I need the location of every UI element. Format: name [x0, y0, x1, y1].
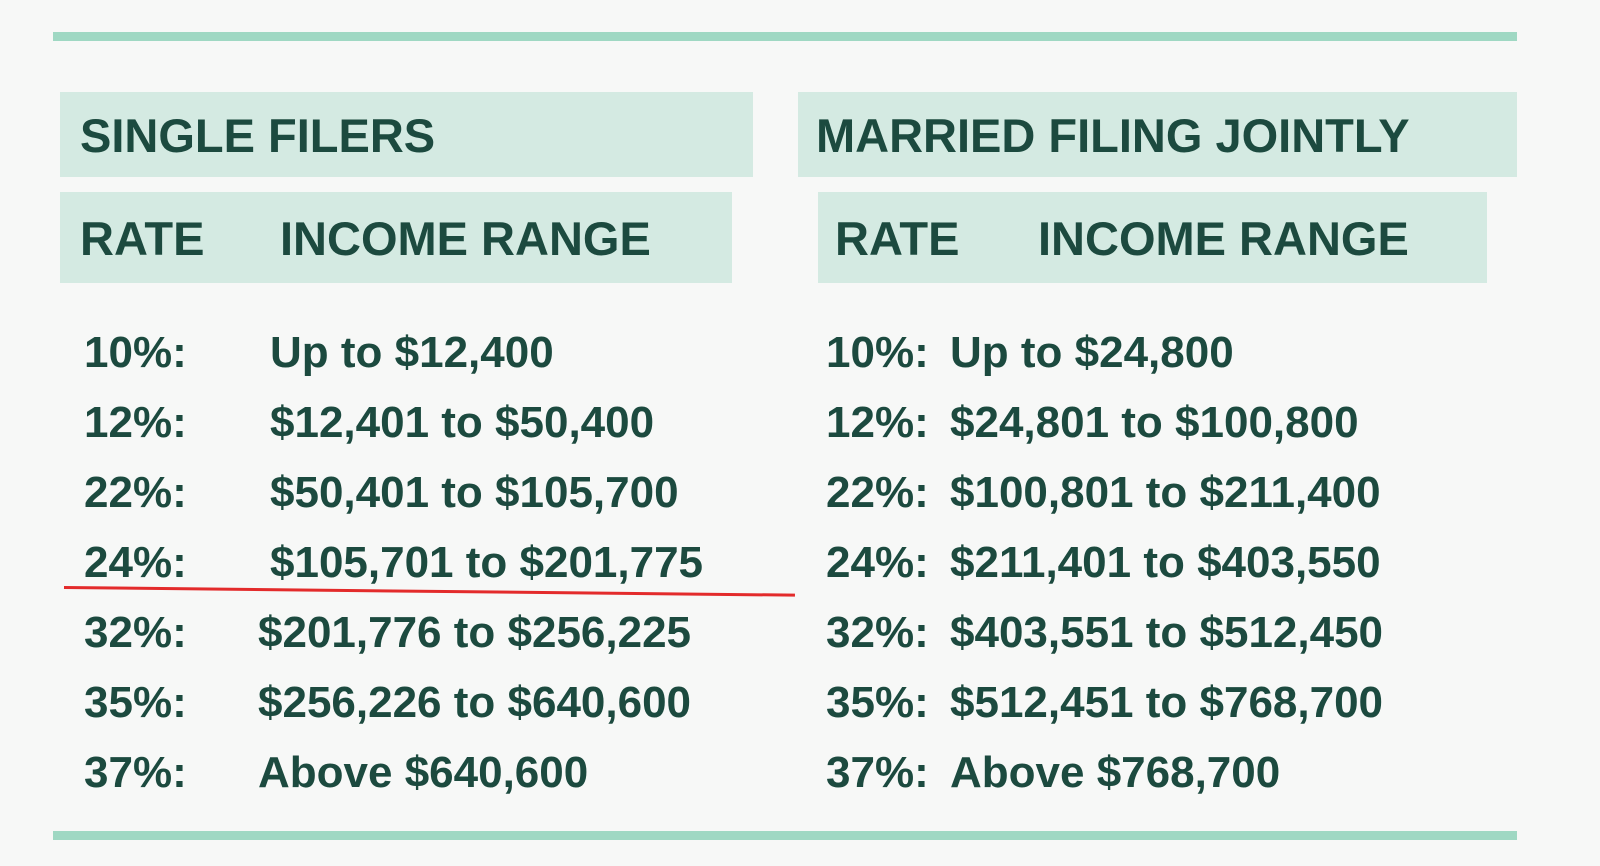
- rate-cell: 22%:: [826, 468, 929, 517]
- range-cell: $100,801 to $211,400: [950, 468, 1381, 517]
- rate-cell: 22%:: [84, 468, 187, 517]
- range-cell: $403,551 to $512,450: [950, 608, 1384, 657]
- section-title: SINGLE FILERS: [80, 109, 436, 162]
- rate-cell: 24%:: [84, 538, 187, 587]
- range-cell: Up to $12,400: [270, 328, 554, 377]
- range-cell: $24,801 to $100,800: [950, 398, 1359, 447]
- range-cell: $12,401 to $50,400: [270, 398, 655, 447]
- title-box: [798, 92, 1517, 177]
- range-cell: $512,451 to $768,700: [950, 678, 1384, 727]
- rate-cell: 35%:: [84, 678, 187, 727]
- bottom-rule: [53, 831, 1517, 840]
- top-rule: [53, 32, 1517, 41]
- rate-cell: 32%:: [826, 608, 929, 657]
- range-cell: $201,776 to $256,225: [258, 608, 692, 657]
- range-cell: $256,226 to $640,600: [258, 678, 692, 727]
- column-header: INCOME RANGE: [280, 212, 651, 265]
- header-box: [60, 192, 732, 283]
- rate-cell: 35%:: [826, 678, 929, 727]
- column-header: RATE: [835, 212, 960, 265]
- header-box: [818, 192, 1487, 283]
- rate-cell: 37%:: [826, 748, 929, 797]
- range-cell: Above $768,700: [950, 748, 1281, 797]
- range-cell: Above $640,600: [258, 748, 589, 797]
- highlight-underline: [63, 586, 795, 597]
- rate-cell: 37%:: [84, 748, 187, 797]
- rate-cell: 32%:: [84, 608, 187, 657]
- rate-cell: 10%:: [84, 328, 187, 377]
- rate-cell: 12%:: [84, 398, 187, 447]
- rate-cell: 24%:: [826, 538, 929, 587]
- range-cell: $105,701 to $201,775: [270, 538, 704, 587]
- range-cell: $211,401 to $403,550: [950, 538, 1381, 587]
- range-cell: Up to $24,800: [950, 328, 1234, 377]
- column-header: INCOME RANGE: [1038, 212, 1409, 265]
- range-cell: $50,401 to $105,700: [270, 468, 679, 517]
- rate-cell: 10%:: [826, 328, 929, 377]
- section-title: MARRIED FILING JOINTLY: [816, 109, 1410, 162]
- rate-cell: 12%:: [826, 398, 929, 447]
- title-box: [60, 92, 753, 177]
- column-header: RATE: [80, 212, 205, 265]
